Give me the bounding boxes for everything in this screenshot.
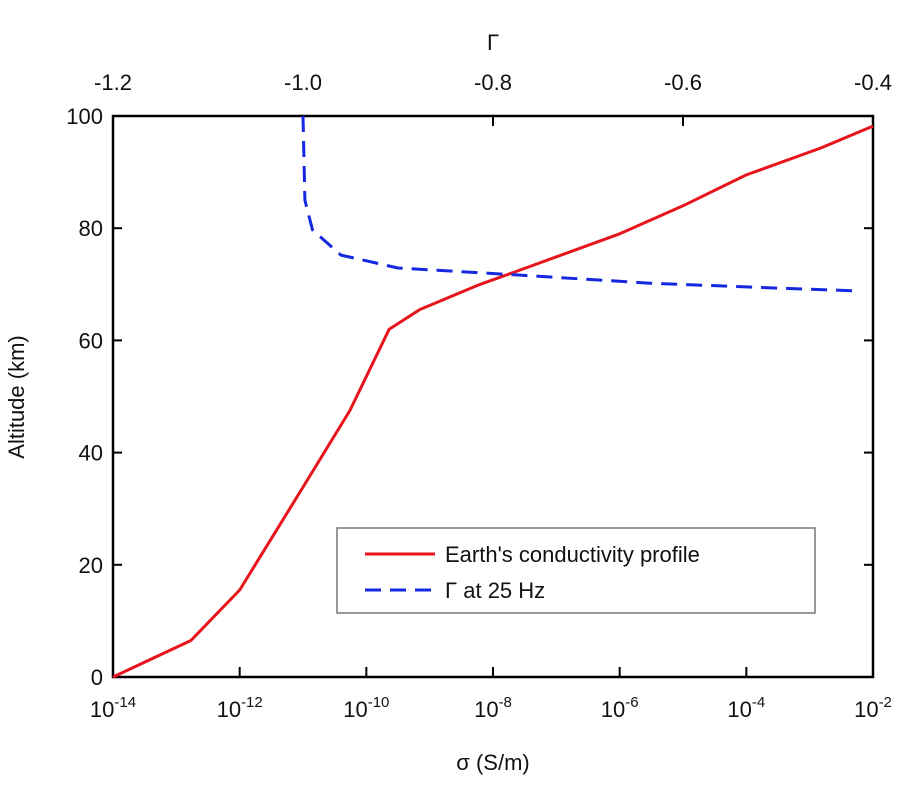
x2-tick-label: -1.2 (94, 70, 132, 95)
x-tick-exponent: -14 (114, 694, 136, 711)
x-tick-base: 10 (90, 697, 114, 722)
x-tick-exponent: -12 (241, 694, 263, 711)
legend-label: Γ at 25 Hz (445, 578, 545, 603)
x-axis-label: σ (S/m) (456, 750, 529, 775)
x-tick-label: 10-8 (474, 694, 512, 722)
x2-tick-label: -0.4 (854, 70, 892, 95)
series-line (301, 115, 860, 293)
x-tick-base: 10 (217, 697, 241, 722)
x-tick-exponent: -2 (879, 694, 892, 711)
y-tick-label: 0 (91, 665, 103, 690)
series-line (112, 124, 874, 679)
x-tick-exponent: -8 (499, 694, 512, 711)
y-tick-label: 80 (79, 216, 103, 241)
x2-tick-label: -0.6 (664, 70, 702, 95)
x-tick-label: 10-4 (727, 694, 765, 722)
y-tick-label: 20 (79, 553, 103, 578)
x-tick-label: 10-14 (90, 694, 136, 722)
x-tick-base: 10 (601, 697, 625, 722)
x-tick-exponent: -10 (368, 694, 390, 711)
x-tick-exponent: -4 (752, 694, 765, 711)
x-tick-base: 10 (727, 697, 751, 722)
x2-tick-label: -1.0 (284, 70, 322, 95)
plot-frame (111, 114, 875, 679)
y-tick-label: 100 (66, 104, 103, 129)
x2-tick-label: -0.8 (474, 70, 512, 95)
x-tick-base: 10 (343, 697, 367, 722)
y-tick-label: 40 (79, 441, 103, 466)
x-tick-label: 10-12 (217, 694, 263, 722)
y-tick-label: 60 (79, 328, 103, 353)
x2-axis-label: Γ (487, 30, 499, 55)
x-tick-label: 10-6 (601, 694, 639, 722)
legend-box (336, 527, 816, 614)
y-axis-label: Altitude (km) (4, 335, 29, 458)
x-tick-label: 10-2 (854, 694, 892, 722)
x-tick-label: 10-10 (343, 694, 389, 722)
legend-label: Earth's conductivity profile (445, 542, 700, 567)
x-tick-exponent: -6 (625, 694, 638, 711)
x-tick-base: 10 (474, 697, 498, 722)
x-tick-base: 10 (854, 697, 878, 722)
